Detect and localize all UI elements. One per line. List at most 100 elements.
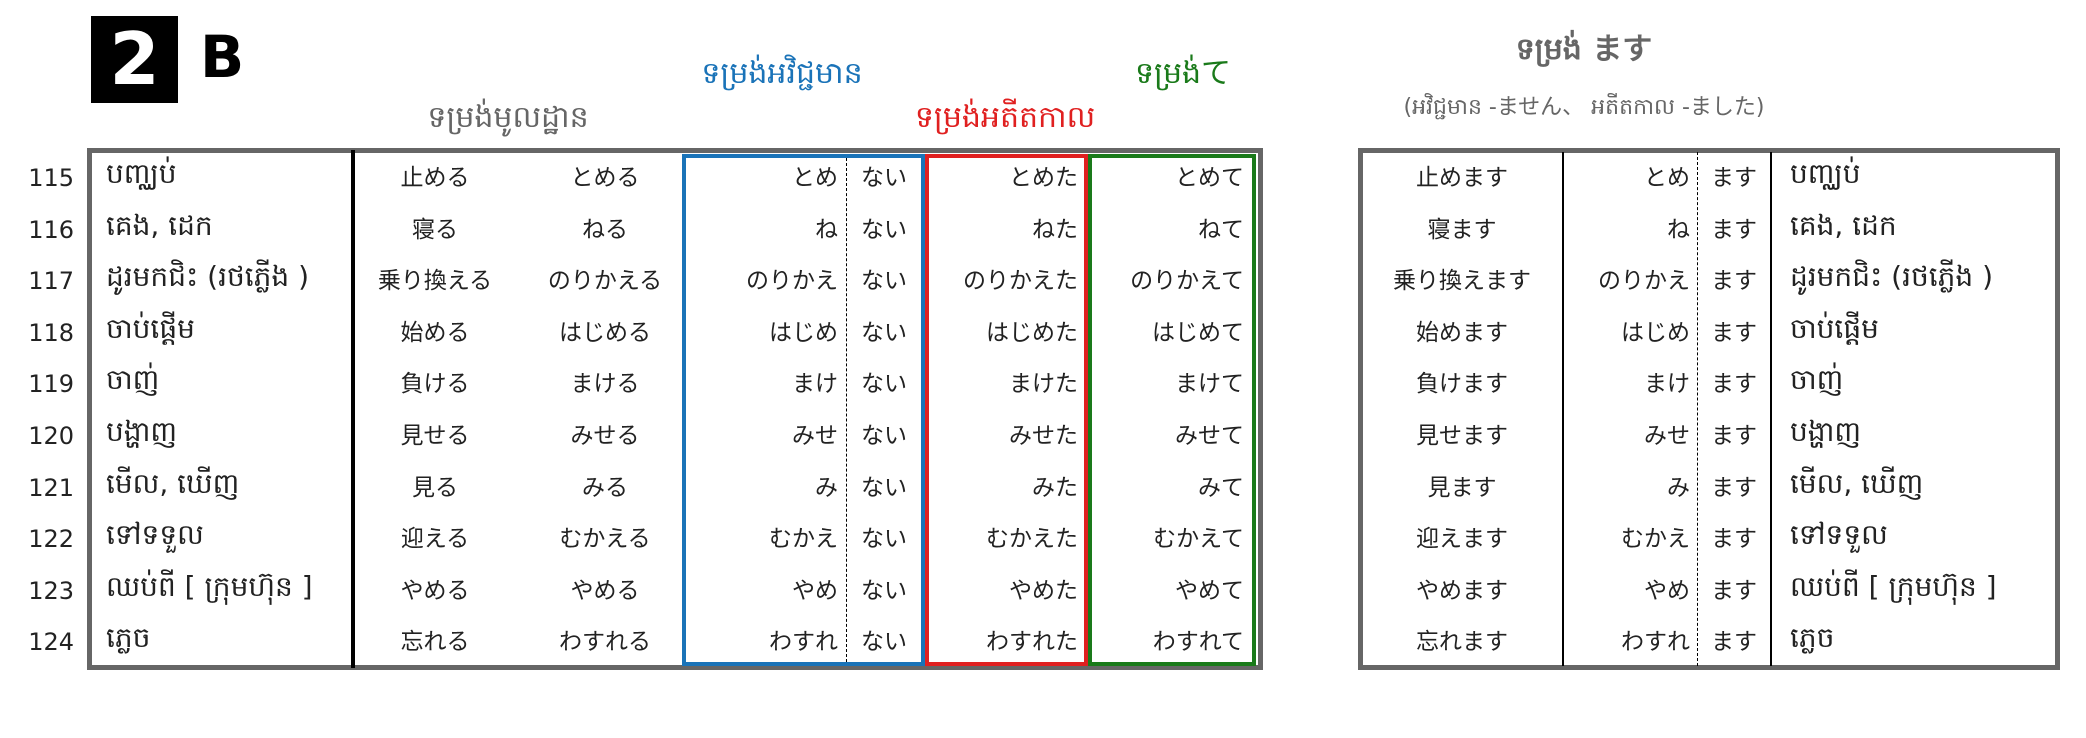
negative-stem: ね <box>815 216 838 243</box>
masu-stem: とめ <box>1644 165 1690 191</box>
te-form: やめて <box>1175 577 1244 604</box>
header-past-form: ទម្រង់អតីតកាល <box>914 100 1096 135</box>
khmer-meaning-right: បញ្ឈប់ <box>1790 157 1861 190</box>
khmer-meaning: ទៅទទួល <box>106 518 204 552</box>
te-form: のりかえて <box>1130 268 1244 295</box>
past-form: はじめた <box>986 319 1078 346</box>
dictionary-kana: みる <box>582 474 628 501</box>
header-te-form: ទម្រង់て <box>1134 56 1232 91</box>
negative-suffix: ない <box>861 371 907 398</box>
header-masu-form: ទម្រង់ ます <box>1515 32 1653 67</box>
dictionary-kanji: 見る <box>412 474 458 501</box>
dictionary-kanji: 始める <box>400 319 470 346</box>
masu-table <box>1358 148 2060 670</box>
masu-suffix: ます <box>1711 423 1757 449</box>
khmer-meaning: បង្ហាញ <box>106 415 178 448</box>
header-masu-subtitle: (អវិជ្ជមាន -ません、 អតីតកាល -ました) <box>1403 95 1765 120</box>
dictionary-kanji: 止める <box>400 165 470 191</box>
header-negative-form: ទម្រង់អវិជ្ជមាន <box>701 56 863 91</box>
column-divider <box>351 150 355 668</box>
dictionary-kanji: 寝る <box>412 216 458 243</box>
section-letter: B <box>200 23 245 91</box>
khmer-meaning: ឈប់ពី [ ក្រុមហ៊ុន ] <box>106 569 313 603</box>
past-form: みた <box>1032 474 1078 501</box>
negative-suffix: ない <box>861 526 907 553</box>
khmer-meaning: ចាញ់ <box>106 363 160 397</box>
negative-stem: みせ <box>792 423 838 449</box>
masu-kanji: 始めます <box>1416 319 1508 346</box>
past-form: むかえた <box>986 526 1078 553</box>
masu-stem: はじめ <box>1621 319 1690 346</box>
section-number-badge: 2 <box>91 16 178 103</box>
khmer-meaning: ភ្លេច <box>106 621 151 655</box>
masu-suffix: ます <box>1711 371 1757 398</box>
dictionary-kanji: 忘れる <box>400 629 470 656</box>
negative-suffix: ない <box>861 319 907 346</box>
row-number: 119 <box>28 370 74 399</box>
te-form: わすれて <box>1152 629 1244 656</box>
te-form: とめて <box>1175 165 1244 191</box>
masu-kanji: 見せます <box>1416 423 1508 449</box>
masu-kanji: 忘れます <box>1416 629 1508 656</box>
masu-kanji: 止めます <box>1416 165 1508 191</box>
masu-kanji: 寝ます <box>1427 216 1497 243</box>
masu-kanji: 見ます <box>1427 474 1497 501</box>
negative-suffix: ない <box>861 577 907 604</box>
past-form: わすれた <box>986 629 1078 656</box>
dictionary-kana: みせる <box>570 423 640 449</box>
negative-stem: わすれ <box>769 629 838 656</box>
khmer-meaning-right: ទៅទទួល <box>1790 518 1888 552</box>
masu-kanji: やめます <box>1416 577 1508 604</box>
row-number: 120 <box>28 422 74 450</box>
past-form: やめた <box>1009 577 1078 604</box>
khmer-meaning: មើល, ឃើញ <box>106 466 240 500</box>
negative-suffix: ない <box>861 474 907 501</box>
khmer-meaning-right: ដូរមកជិះ (រថភ្លើង ) <box>1790 260 1994 294</box>
row-number: 122 <box>28 525 74 554</box>
masu-stem: ね <box>1667 216 1690 243</box>
dictionary-kanji: やめる <box>400 577 470 604</box>
negative-stem: やめ <box>792 577 838 604</box>
column-divider <box>1770 152 1772 666</box>
dictionary-kanji: 迎える <box>400 526 470 553</box>
te-form-box <box>1088 154 1256 666</box>
khmer-meaning-right: ចាប់ផ្ដើម <box>1790 311 1879 345</box>
khmer-meaning-right: ភ្លេច <box>1790 621 1835 655</box>
te-form: みて <box>1198 474 1244 501</box>
masu-suffix: ます <box>1711 629 1757 656</box>
row-number: 116 <box>28 215 74 244</box>
conjugation-table <box>87 148 1263 670</box>
negative-suffix: ない <box>861 165 907 191</box>
masu-stem: わすれ <box>1621 629 1690 656</box>
masu-stem: やめ <box>1644 577 1690 604</box>
dictionary-kana: むかえる <box>559 526 651 553</box>
past-form: ねた <box>1032 216 1078 243</box>
dictionary-kanji: 負ける <box>400 371 470 398</box>
row-number: 123 <box>28 576 74 605</box>
te-form: みせて <box>1175 423 1244 449</box>
past-form-box <box>925 154 1088 666</box>
dashed-divider <box>1697 152 1698 666</box>
row-number: 115 <box>28 164 74 192</box>
masu-stem: み <box>1667 474 1690 501</box>
khmer-meaning: គេង, ដេក <box>106 208 213 242</box>
dictionary-kana: とめる <box>570 165 640 191</box>
column-divider <box>1562 152 1564 666</box>
negative-stem: はじめ <box>769 319 838 346</box>
masu-suffix: ます <box>1711 268 1757 295</box>
masu-suffix: ます <box>1711 474 1757 501</box>
dictionary-kana: ねる <box>582 216 628 243</box>
khmer-meaning-right: បង្ហាញ <box>1790 415 1862 448</box>
khmer-meaning-right: គេង, ដេក <box>1790 208 1897 242</box>
khmer-meaning-right: ឈប់ពី [ ក្រុមហ៊ុន ] <box>1790 569 1997 603</box>
dictionary-kanji: 見せる <box>400 423 470 449</box>
masu-suffix: ます <box>1711 216 1757 243</box>
header-dictionary-form: ទម្រង់មូលដ្ឋាន <box>427 100 589 135</box>
dictionary-kanji: 乗り換える <box>377 268 493 295</box>
khmer-meaning-right: ចាញ់ <box>1790 363 1844 397</box>
masu-stem: まけ <box>1644 371 1690 398</box>
te-form: はじめて <box>1152 319 1244 346</box>
row-number: 118 <box>28 318 74 347</box>
row-number: 117 <box>28 267 74 296</box>
